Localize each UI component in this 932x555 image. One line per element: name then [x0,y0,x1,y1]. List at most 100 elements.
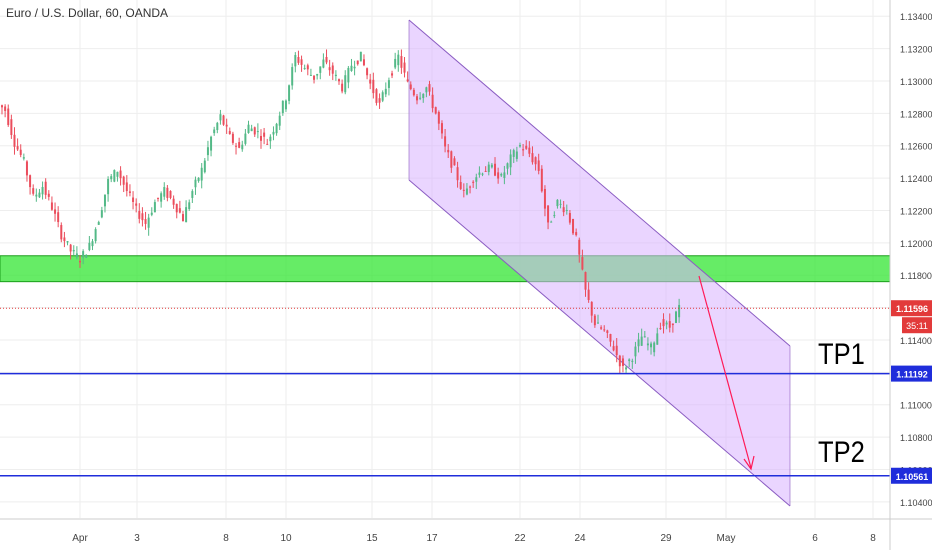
candle-body [341,83,344,92]
candle-body [572,218,575,234]
candle-body [609,334,612,342]
candle-body [534,157,537,165]
candle-body [219,114,222,121]
candle-body [543,188,546,209]
candle-body [596,322,599,324]
candle-body [22,157,25,159]
candle-body [32,188,35,194]
candle-body [512,150,515,157]
candle-body [606,330,609,333]
candle-body [66,241,69,243]
candle-body [88,242,91,251]
x-tick-label: 24 [574,533,586,544]
y-tick-label: 1.12600 [900,142,932,152]
projection-arrow-head [743,455,755,471]
support-zone [0,255,891,283]
candle-body [618,355,621,367]
candle-body [82,251,85,258]
candle-body [238,142,241,148]
candle-body [303,68,306,70]
candle-body [107,178,110,195]
candle-body [409,84,412,90]
candle-body [562,207,565,213]
tp2-price-tag-bg [891,467,932,484]
candle-body [38,192,41,198]
candle-body [85,254,88,258]
y-tick-label: 1.13200 [900,45,932,55]
candle-body [469,186,472,188]
candle-body [440,123,443,134]
candle-body [675,311,677,323]
candle-body [119,170,122,179]
candle-body [60,225,63,240]
candle-body [347,67,350,83]
candle-body [256,131,259,133]
candle-body [94,229,97,242]
tp2-label: TP2 [818,436,865,469]
candle-body [225,124,228,127]
candle-body [668,321,671,328]
candle-body [497,172,500,179]
candle-body [431,94,434,109]
candle-body [603,329,606,331]
candle-body [206,147,209,156]
candle-body [75,253,78,258]
candle-body [375,89,378,103]
candle-body [422,93,425,99]
y-tick-label: 1.12400 [900,174,932,184]
candle-body [153,202,156,213]
candle-body [459,181,462,189]
candle-body [231,133,234,143]
y-tick-label: 1.11800 [900,271,932,281]
candle-body [100,210,103,218]
candle-body [612,346,615,351]
candle-body [241,144,244,150]
candle-body [72,249,75,252]
candle-body [509,154,512,168]
candle-body [228,131,231,135]
candle-body [397,54,400,66]
y-tick-label: 1.10400 [900,498,932,508]
candle-body [465,188,468,195]
candle-body [147,217,150,228]
candle-body [671,323,674,326]
candle-body [29,175,32,188]
candle-body [581,257,584,270]
x-tick-label: 17 [426,533,438,544]
candle-body [621,358,624,366]
candle-body [381,92,384,101]
candle-body [178,208,181,213]
candle-body [540,168,543,192]
candle-body [128,191,131,193]
candle-body [475,177,478,182]
current-price-tag: 1.11596 [896,304,928,314]
candle-body [490,164,493,168]
candle-body [166,187,169,198]
candle-body [113,170,116,182]
candle-body [646,343,649,346]
candle-body [138,211,141,219]
candle-body [300,59,303,65]
x-tick-label: 6 [812,533,818,544]
candle-body [185,207,188,223]
candle-body [263,132,266,137]
candle-body [522,149,525,151]
candle-body [553,215,556,217]
candle-body [328,67,331,71]
candle-body [515,151,518,159]
candle-body [659,328,662,330]
projection-arrow [698,275,755,471]
candle-body [272,131,275,135]
x-tick-label: 29 [660,533,672,544]
candle-body [628,359,631,362]
candle-body [550,221,553,223]
candle-body [637,339,640,347]
x-tick-label: 8 [870,533,876,544]
candle-body [222,115,225,125]
candle-body [487,164,490,173]
candle-body [160,193,163,202]
candle-body [188,202,191,210]
candle-body [537,160,540,171]
